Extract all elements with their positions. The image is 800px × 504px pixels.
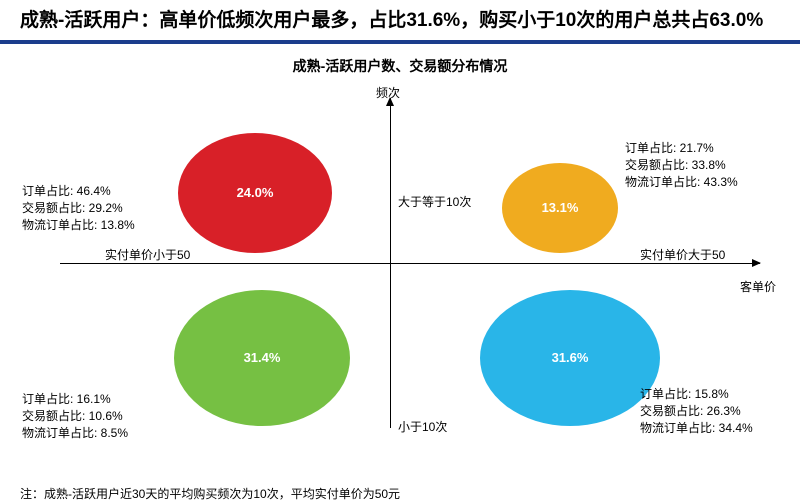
x-axis [60,263,760,264]
y-upper-tick: 大于等于10次 [398,193,471,210]
stats-br: 订单占比: 15.8%交易额占比: 26.3%物流订单占比: 34.4% [640,386,753,438]
y-axis-label: 频次 [376,84,400,101]
title-divider [0,40,800,44]
x-left-tick: 实付单价小于50 [105,246,190,263]
bubble-tl: 24.0% [178,133,332,253]
bubble-bl: 31.4% [174,290,350,426]
x-axis-label: 客单价 [740,278,776,295]
x-right-tick: 实付单价大于50 [640,246,725,263]
page-title: 成熟-活跃用户：高单价低频次用户最多，占比31.6%，购买小于10次的用户总共占… [0,0,800,40]
stats-bl: 订单占比: 16.1%交易额占比: 10.6%物流订单占比: 8.5% [22,391,128,443]
bubble-br: 31.6% [480,290,660,426]
stats-tl: 订单占比: 46.4%交易额占比: 29.2%物流订单占比: 13.8% [22,183,135,235]
stats-tr: 订单占比: 21.7%交易额占比: 33.8%物流订单占比: 43.3% [625,140,738,192]
chart-subtitle: 成熟-活跃用户数、交易额分布情况 [0,56,800,76]
y-lower-tick: 小于10次 [398,418,447,435]
footnote: 注：成熟-活跃用户近30天的平均购买频次为10次，平均实付单价为50元 [20,485,400,502]
bubble-tr: 13.1% [502,163,618,253]
quadrant-chart: 频次 客单价 大于等于10次 小于10次 实付单价小于50 实付单价大于50 2… [0,78,800,458]
